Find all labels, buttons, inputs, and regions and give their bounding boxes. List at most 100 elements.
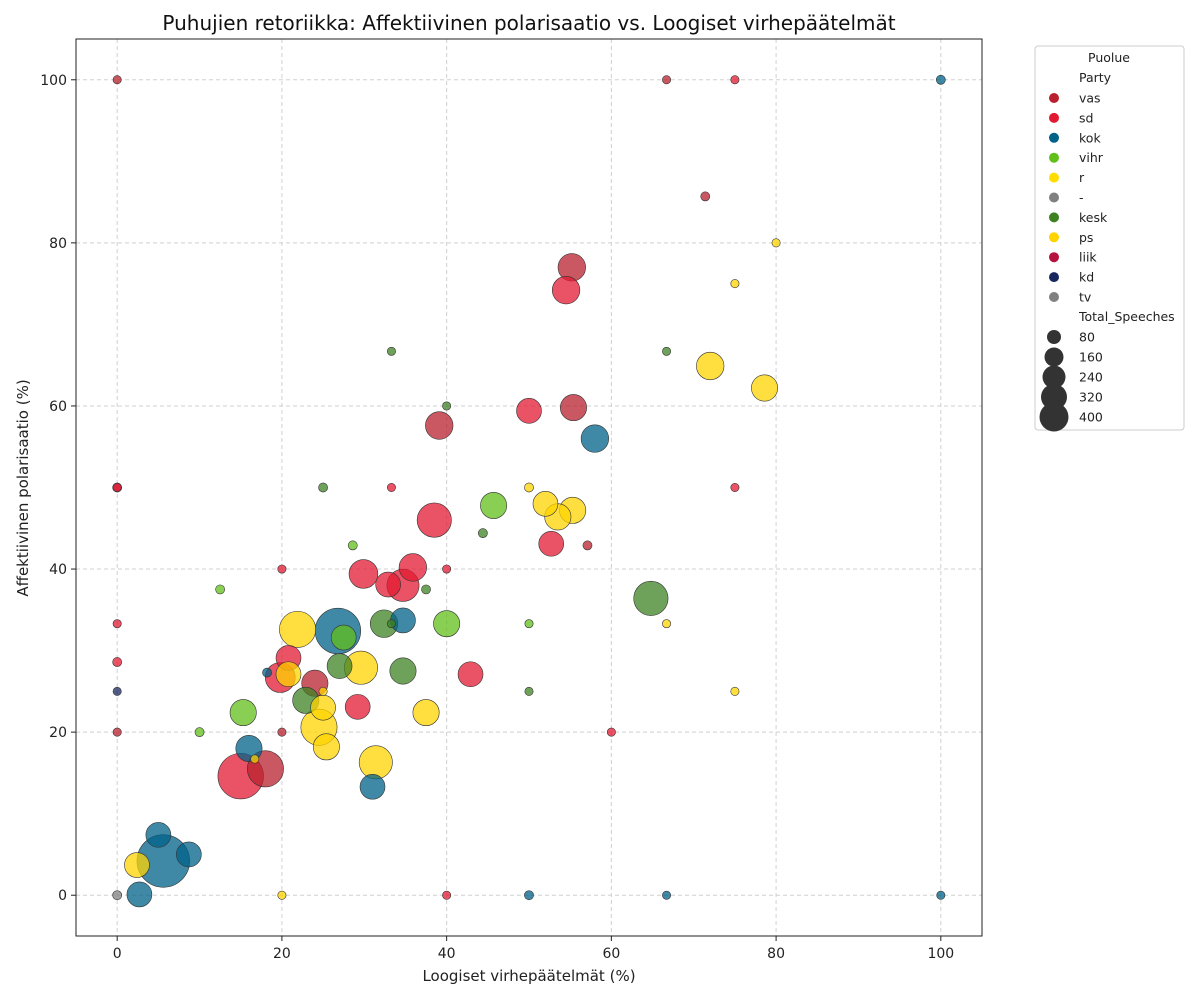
data-point-kesk	[633, 580, 669, 616]
legend-size-marker	[1042, 365, 1066, 389]
y-tick-label: 40	[49, 562, 67, 578]
data-point-kesk	[478, 528, 488, 539]
legend-label: kd	[1079, 270, 1094, 285]
data-point-ps	[318, 686, 328, 696]
data-point-kok	[662, 890, 672, 900]
legend-size-header: Total_Speeches	[1078, 309, 1175, 324]
data-point-vihr	[229, 699, 257, 727]
data-point-kesk	[389, 657, 417, 685]
legend-label: vihr	[1079, 150, 1104, 165]
data-point-vas	[662, 75, 672, 85]
data-point-ps	[730, 686, 740, 696]
legend-label: kok	[1079, 130, 1101, 145]
legend-label: tv	[1079, 290, 1092, 305]
legend-marker-ps	[1049, 232, 1059, 243]
x-axis-label: Loogiset virhepäätelmät (%)	[422, 967, 635, 985]
data-point-sd	[538, 530, 565, 557]
data-point-ps	[124, 852, 150, 878]
legend-title: Puolue	[1088, 50, 1130, 65]
data-point-vihr	[194, 727, 205, 737]
data-point-kok	[359, 773, 386, 800]
data-point-ps	[524, 482, 534, 493]
legend-size-label: 80	[1079, 330, 1095, 345]
legend-size-label: 240	[1079, 370, 1103, 385]
data-point-sd	[730, 483, 740, 492]
data-point-vas	[700, 191, 711, 202]
legend-size-entries: 80 160 240 320 400	[1039, 330, 1103, 432]
data-point-kesk	[524, 686, 534, 696]
data-point-kok	[935, 74, 946, 85]
data-point-sd	[516, 398, 542, 424]
legend-frame	[1034, 45, 1185, 431]
data-point-sd	[606, 727, 616, 737]
chart-title: Puhujien retoriikka: Affektiivinen polar…	[162, 11, 895, 35]
y-tick-label: 0	[58, 888, 67, 904]
data-point-vihr	[215, 584, 225, 595]
data-point-vihr	[347, 540, 358, 551]
data-point-ps	[310, 694, 336, 721]
data-point-ps	[532, 491, 559, 517]
data-point-sd	[348, 559, 379, 589]
data-point-sd	[416, 502, 452, 538]
data-point-sd	[442, 890, 452, 900]
legend-size-marker	[1041, 384, 1067, 410]
legend-size-label: 320	[1079, 390, 1103, 405]
data-point-ps	[279, 610, 317, 648]
legend-marker-sd	[1049, 112, 1059, 123]
y-ticks: 0 20 40 60 80 100	[40, 73, 76, 904]
data-point-ps	[277, 890, 287, 900]
legend-marker-none	[1049, 192, 1059, 203]
legend-marker-vihr	[1049, 152, 1059, 163]
data-point-sd	[442, 564, 452, 574]
x-tick-label: 80	[767, 946, 785, 962]
data-point-sd	[398, 553, 427, 582]
data-point-kok	[176, 841, 202, 868]
legend-party-entries: vas sd kok vihr r - kesk ps liik kd tv	[1049, 91, 1108, 305]
data-point-sd	[551, 276, 581, 305]
x-tick-label: 40	[438, 946, 456, 962]
x-ticks: 0 20 40 60 80 100	[113, 936, 954, 962]
data-point-kesk	[662, 346, 672, 356]
data-point-sd	[386, 483, 396, 492]
legend-size-marker	[1047, 330, 1061, 344]
data-point-kok	[145, 822, 172, 848]
grid	[76, 39, 982, 936]
data-point-kok	[262, 667, 272, 678]
data-point-sd	[344, 694, 371, 720]
data-point-vas	[582, 540, 593, 551]
data-point-ps	[250, 754, 260, 764]
x-tick-label: 0	[113, 946, 122, 962]
x-tick-label: 20	[273, 946, 291, 962]
legend-marker-kesk	[1049, 212, 1059, 223]
data-point-kesk	[318, 482, 328, 493]
legend-label: kesk	[1079, 210, 1108, 225]
data-point-kesk	[386, 619, 396, 629]
data-points	[112, 74, 946, 908]
legend-marker-tv	[1049, 292, 1059, 302]
data-point-ps	[730, 279, 740, 289]
data-point-vas	[425, 411, 454, 440]
legend-size-label: 400	[1079, 410, 1103, 425]
data-point-kok	[126, 881, 153, 908]
legend-label: sd	[1079, 110, 1093, 125]
data-point-sd	[112, 657, 123, 667]
legend-label: liik	[1079, 250, 1097, 265]
legend-size-marker	[1044, 347, 1064, 367]
data-point-vas	[112, 75, 122, 85]
data-point-sd	[730, 75, 740, 85]
data-point-kok	[936, 890, 946, 900]
legend-label: -	[1079, 190, 1084, 205]
data-point-kd	[112, 686, 122, 696]
x-tick-label: 60	[602, 946, 620, 962]
legend-marker-liik	[1049, 252, 1059, 263]
legend-label: ps	[1079, 230, 1093, 245]
data-point-ps	[312, 733, 340, 761]
data-point-ps	[358, 745, 393, 780]
data-point-ps	[662, 619, 672, 629]
data-point-kesk	[421, 584, 431, 595]
y-tick-label: 20	[49, 725, 67, 741]
data-point-kok	[524, 890, 534, 901]
data-point-kesk	[442, 401, 452, 411]
legend-hue-header: Party	[1079, 70, 1112, 85]
